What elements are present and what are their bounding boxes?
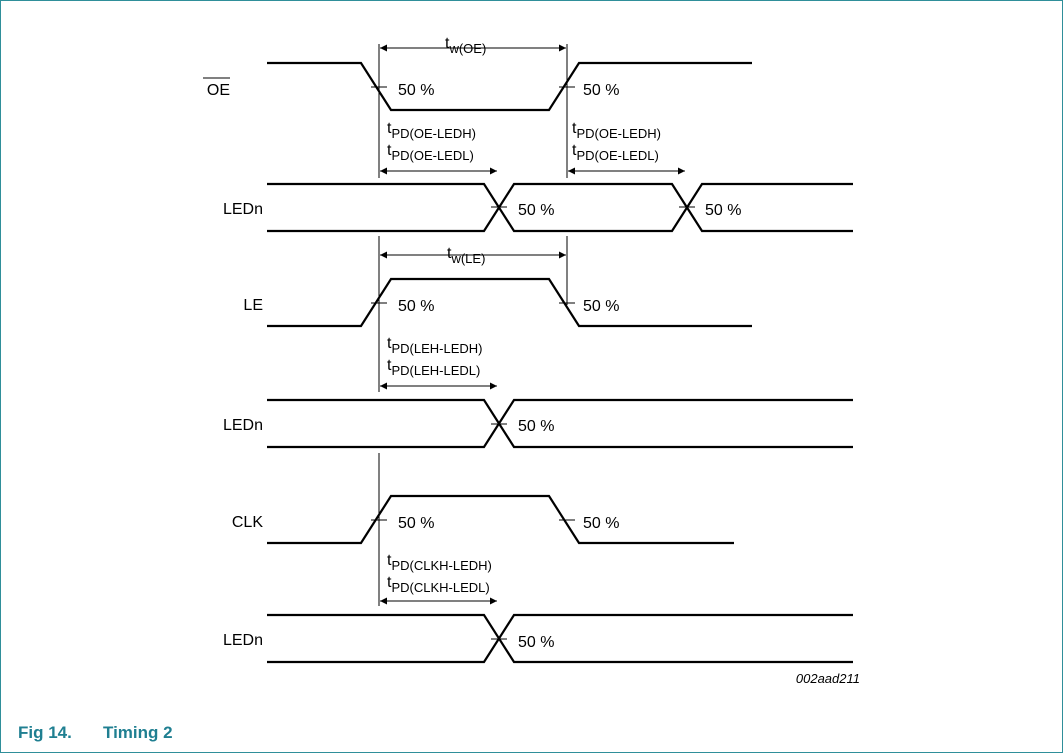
threshold-label: 50 % (398, 82, 434, 99)
ledn-3-waveform-high (267, 613, 853, 664)
label-tpd-oe-ledh-2: tPD(OE-LEDH) (572, 120, 661, 141)
threshold-label: 50 % (518, 418, 554, 435)
signal-label-ledn-2: LEDn (223, 417, 263, 434)
threshold-label: 50 % (398, 298, 434, 315)
label-tpd-leh-ledl: tPD(LEH-LEDL) (387, 357, 480, 378)
drawing-code: 002aad211 (796, 671, 860, 686)
signal-label-ledn-3: LEDn (223, 632, 263, 649)
threshold-label: 50 % (398, 515, 434, 532)
ledn-1-waveform-high (267, 182, 853, 233)
label-tw-oe: tw(OE) (445, 35, 486, 56)
figure-number: Fig 14. (18, 723, 72, 742)
label-tpd-leh-ledh: tPD(LEH-LEDH) (387, 335, 482, 356)
label-tpd-oe-ledl: tPD(OE-LEDL) (387, 142, 474, 163)
oe-waveform (267, 61, 752, 112)
threshold-label: 50 % (583, 298, 619, 315)
threshold-label: 50 % (583, 82, 619, 99)
signal-label-oe: OE (207, 82, 230, 99)
threshold-label: 50 % (705, 202, 741, 219)
clk-waveform (267, 494, 734, 545)
signal-label-le: LE (243, 297, 263, 314)
label-tpd-clkh-ledh: tPD(CLKH-LEDH) (387, 552, 492, 573)
ledn-2-waveform-high (267, 398, 853, 449)
label-tw-le: tw(LE) (447, 245, 485, 266)
label-tpd-oe-ledl-2: tPD(OE-LEDL) (572, 142, 659, 163)
ledn-2-waveform-low (267, 398, 853, 449)
signal-label-clk: CLK (232, 514, 263, 531)
figure-title: Timing 2 (103, 723, 173, 742)
threshold-label: 50 % (583, 515, 619, 532)
le-waveform (267, 277, 752, 328)
threshold-label: 50 % (518, 634, 554, 651)
ledn-3-waveform-low (267, 613, 853, 664)
signal-label-ledn-1: LEDn (223, 201, 263, 218)
label-tpd-clkh-ledl: tPD(CLKH-LEDL) (387, 574, 490, 595)
threshold-label: 50 % (518, 202, 554, 219)
ledn-1-waveform-low (267, 182, 853, 233)
figure-caption: Fig 14. Timing 2 (18, 723, 173, 743)
label-tpd-oe-ledh: tPD(OE-LEDH) (387, 120, 476, 141)
